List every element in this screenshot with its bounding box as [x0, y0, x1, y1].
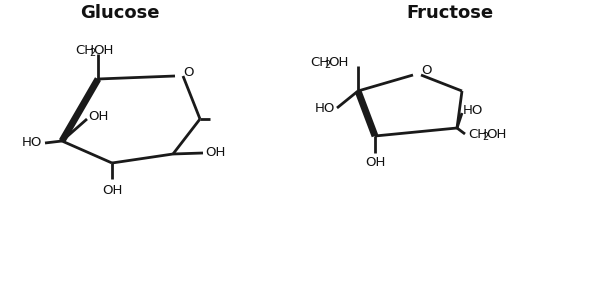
Text: OH: OH	[93, 45, 113, 58]
Text: O: O	[421, 65, 432, 77]
Text: 2: 2	[89, 49, 95, 58]
Text: CH: CH	[468, 127, 487, 141]
Text: Fructose: Fructose	[406, 4, 494, 22]
Text: Glucose: Glucose	[80, 4, 160, 22]
Text: OH: OH	[328, 56, 349, 70]
Text: HO: HO	[315, 102, 335, 114]
Text: HO: HO	[463, 104, 483, 118]
Text: CH: CH	[75, 45, 94, 58]
Text: O: O	[183, 67, 193, 79]
Text: HO: HO	[22, 136, 42, 150]
Text: OH: OH	[365, 156, 385, 169]
Text: 2: 2	[482, 132, 488, 141]
Text: OH: OH	[102, 184, 122, 197]
Text: 2: 2	[324, 61, 330, 70]
Text: OH: OH	[205, 146, 225, 159]
Text: OH: OH	[88, 109, 108, 123]
Text: CH: CH	[310, 56, 329, 70]
Text: OH: OH	[486, 127, 506, 141]
